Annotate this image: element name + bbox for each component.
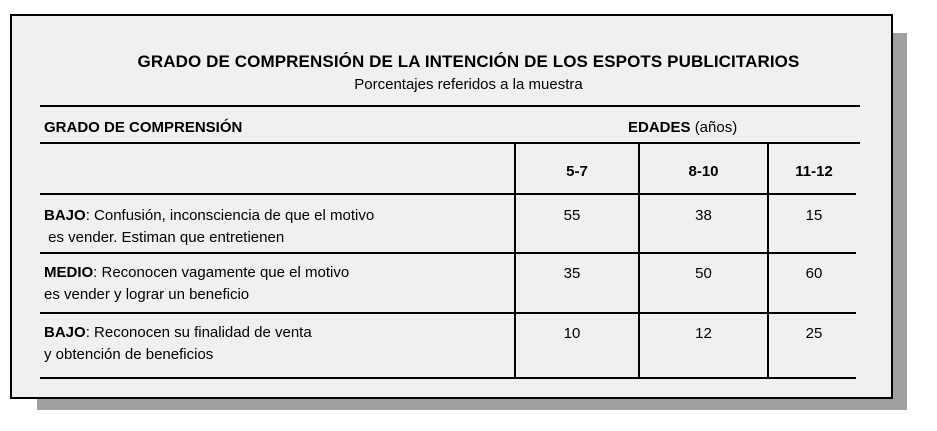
header-edades: EDADES (años) [628,119,737,136]
cell-r2-c2: 50 [695,265,712,282]
table-subtitle: Porcentajes referidos a la muestra [354,76,583,93]
rule-bottom [40,377,856,379]
col-divider-3 [767,142,769,379]
cell-r3-c1: 10 [563,325,581,342]
cell-r3-c3: 25 [805,325,823,342]
row-level-1: BAJO [44,207,86,224]
rule-row1 [40,252,856,254]
header-edades-bold: EDADES [628,119,691,136]
row-desc-3a: : Reconocen su finalidad de venta [85,324,312,341]
cell-r2-c1: 35 [563,265,581,282]
table-card [10,14,893,399]
cell-r2-c3: 60 [805,265,823,282]
col-header-5-7: 5-7 [566,163,588,180]
cell-r3-c2: 12 [695,325,712,342]
col-header-8-10: 8-10 [688,163,719,180]
header-edades-units: (años) [694,119,738,136]
row-desc-1a: : Confusión, inconsciencia de que el mot… [85,207,375,224]
row-level-3: BAJO [44,324,86,341]
row-desc-2b: es vender y lograr un beneficio [44,286,250,303]
rule-header [40,142,860,144]
col-divider-1 [514,142,516,379]
rule-row2 [40,312,856,314]
rule-colhead [40,193,856,195]
row-label-1: BAJO: Confusión, inconsciencia de que el… [44,205,504,249]
row-label-3: BAJO: Reconocen su finalidad de venta y … [44,322,504,366]
table-title: GRADO DE COMPRENSIÓN DE LA INTENCIÓN DE … [137,52,800,71]
col-divider-2 [638,142,640,379]
row-desc-1b: es vender. Estiman que entretienen [48,229,285,246]
cell-r1-c2: 38 [695,207,712,224]
cell-r1-c3: 15 [805,207,823,224]
row-level-2: MEDIO [44,264,94,281]
row-label-2: MEDIO: Reconocen vagamente que el motivo… [44,262,504,306]
rule-top [40,105,860,107]
row-desc-3b: y obtención de beneficios [44,346,214,363]
cell-r1-c1: 55 [563,207,581,224]
header-grado: GRADO DE COMPRENSIÓN [44,119,243,136]
col-header-11-12: 11-12 [795,163,833,180]
row-desc-2a: : Reconocen vagamente que el motivo [93,264,350,281]
